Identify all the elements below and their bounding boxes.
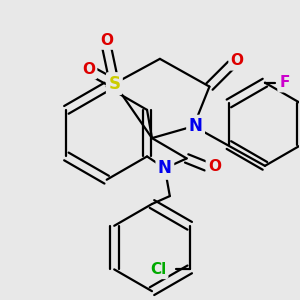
Text: O: O bbox=[208, 159, 221, 174]
Text: F: F bbox=[280, 75, 290, 90]
Text: O: O bbox=[100, 32, 113, 47]
Text: O: O bbox=[231, 53, 244, 68]
Text: Cl: Cl bbox=[150, 262, 166, 277]
Text: S: S bbox=[108, 75, 120, 93]
Text: O: O bbox=[82, 62, 95, 77]
Text: N: N bbox=[158, 159, 172, 177]
Text: N: N bbox=[189, 117, 202, 135]
